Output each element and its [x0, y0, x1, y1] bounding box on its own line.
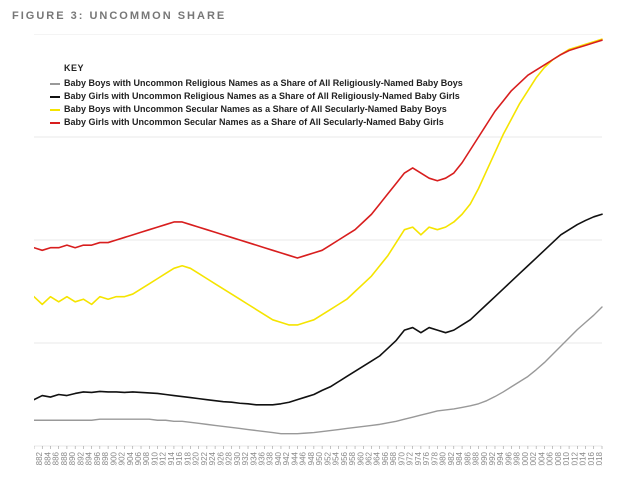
legend-label: Baby Girls with Uncommon Secular Names a…	[64, 116, 444, 129]
legend-swatch	[50, 83, 60, 85]
figure-container: FIGURE 3: UNCOMMON SHARE 0%20%40%60%80%1…	[0, 0, 620, 501]
legend-swatch	[50, 96, 60, 98]
series-line-boys_religious	[34, 307, 602, 434]
legend-item-girls_secular: Baby Girls with Uncommon Secular Names a…	[50, 116, 463, 129]
legend-label: Baby Girls with Uncommon Religious Names…	[64, 90, 460, 103]
legend: KEY Baby Boys with Uncommon Religious Na…	[50, 62, 463, 129]
legend-swatch	[50, 109, 60, 111]
legend-swatch	[50, 122, 60, 124]
legend-item-girls_religious: Baby Girls with Uncommon Religious Names…	[50, 90, 463, 103]
figure-title: FIGURE 3: UNCOMMON SHARE	[12, 10, 226, 22]
x-tick-label: 2018	[595, 451, 604, 466]
series-line-girls_religious	[34, 214, 602, 405]
legend-label: Baby Boys with Uncommon Religious Names …	[64, 77, 463, 90]
legend-title: KEY	[64, 62, 463, 75]
legend-label: Baby Boys with Uncommon Secular Names as…	[64, 103, 447, 116]
legend-item-boys_religious: Baby Boys with Uncommon Religious Names …	[50, 77, 463, 90]
legend-item-boys_secular: Baby Boys with Uncommon Secular Names as…	[50, 103, 463, 116]
